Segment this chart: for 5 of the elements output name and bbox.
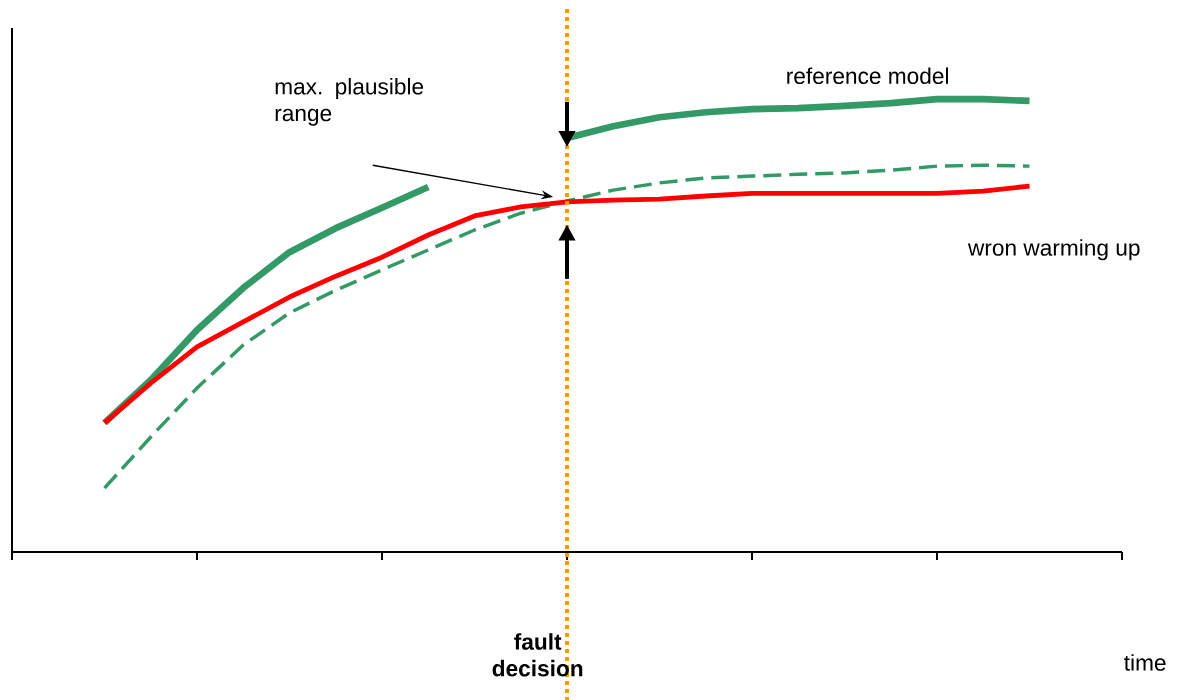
text: fault decision: [492, 633, 583, 677]
annotation: max. plausible range: [275, 77, 424, 126]
text: wron warming up: [967, 239, 1140, 261]
series-label: reference model: [787, 67, 948, 85]
text: time: [1124, 654, 1166, 671]
